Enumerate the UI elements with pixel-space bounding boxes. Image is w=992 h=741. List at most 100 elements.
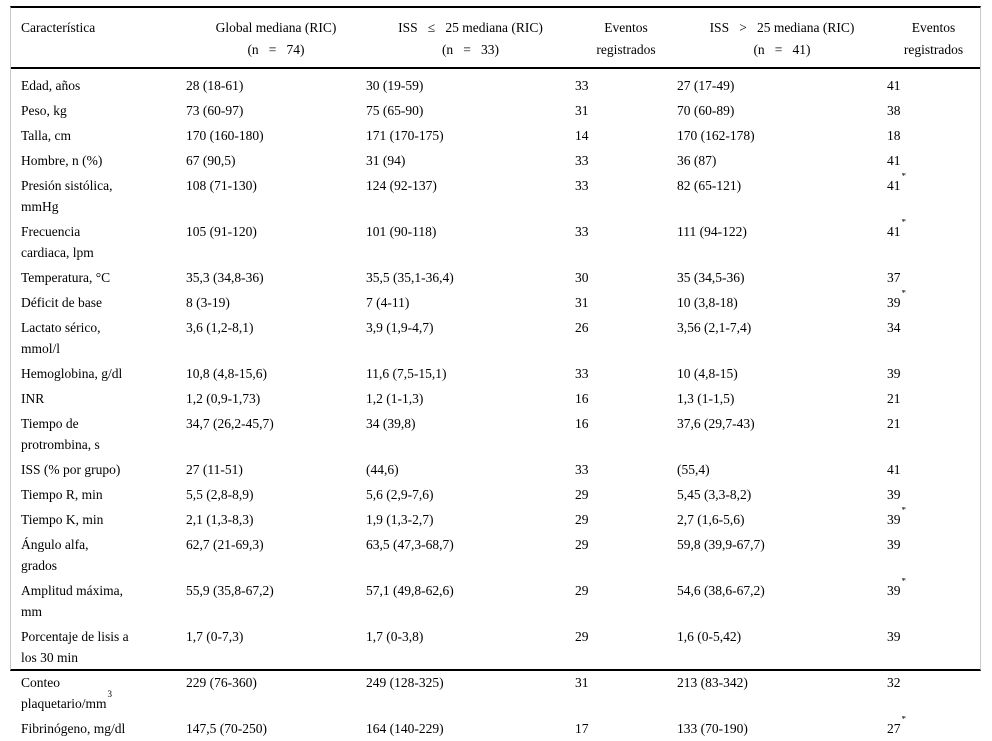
row-label-line: Hemoglobina, g/dl <box>21 366 123 381</box>
cell-iss_le25: 75 (65-90) <box>366 103 424 118</box>
cell-eventos2: 21 <box>887 391 901 406</box>
asterisk-footnote-marker: * <box>901 507 907 515</box>
cell-eventos2: 39* <box>887 578 980 624</box>
cell-iss_le25: 164 (140-229) <box>366 721 444 736</box>
cell-eventos2: 32 <box>887 675 901 690</box>
table-row: Talla, cm 170 (160-180) 171 (170-175) 14 170… <box>11 123 980 148</box>
table-row: Presión sistólica, mmHg 108 (71-130) 124 (9… <box>11 173 980 219</box>
header-line2: (n = 74) <box>247 42 305 57</box>
row-label-line: mmol/l <box>21 341 61 356</box>
cell-iss_gt25: 5,45 (3,3-8,2) <box>677 487 752 502</box>
header-line1: Eventos <box>911 20 956 35</box>
cell-iss_le25: 7 (4-11) <box>366 295 410 310</box>
cell-iss_le25: 1,2 (1-1,3) <box>366 391 424 406</box>
header-line2: (n = 33) <box>441 42 500 57</box>
cell-iss_le25: 3,9 (1,9-4,7) <box>366 320 434 335</box>
cell-label: Hombre, n (%) <box>11 148 186 173</box>
table-row: Tiempo R, min 5,5 (2,8-8,9) 5,6 (2,9-7,6) 2… <box>11 482 980 507</box>
row-label-line: mmHg <box>21 199 59 214</box>
row-label-line: Hombre, n (%) <box>21 153 103 168</box>
row-label-line: plaquetario/mm3 <box>21 688 112 711</box>
cell-iss_le25: 57,1 (49,8-62,6) <box>366 583 454 598</box>
cell-iss_le25: 101 (90-118) <box>366 224 437 239</box>
cell-iss_gt25: 213 (83-342) <box>677 675 748 690</box>
cell-label: Porcentaje de lisis a los 30 min <box>11 624 186 670</box>
cell-iss_gt25: 10 (3,8-18) <box>677 295 738 310</box>
row-label-line: cardiaca, lpm <box>21 245 94 260</box>
cell-iss_gt25: 70 (60-89) <box>677 103 735 118</box>
cell-label: Fibrinógeno, mg/dl <box>11 716 186 741</box>
cell-eventos2: 41* <box>887 173 980 219</box>
cell-eventos1: 26 <box>575 320 589 335</box>
table-row: Déficit de base 8 (3-19) 7 (4-11) 31 10 (3,8… <box>11 290 980 315</box>
row-label-line: Talla, cm <box>21 128 72 143</box>
cell-label: Frecuencia cardiaca, lpm <box>11 219 186 265</box>
row-label-line: Presión sistólica, <box>21 178 113 193</box>
cell-iss_gt25: 1,3 (1-1,5) <box>677 391 735 406</box>
table-header: Característica Global mediana (RIC) (n =… <box>11 8 980 69</box>
cell-global: 105 (91-120) <box>186 224 257 239</box>
cell-global: 170 (160-180) <box>186 128 264 143</box>
header-line1: Característica <box>21 20 96 35</box>
row-label-line: ISS (% por grupo) <box>21 462 121 477</box>
cell-global: 3,6 (1,2-8,1) <box>186 320 254 335</box>
cell-eventos1: 33 <box>575 462 589 477</box>
table-row: Porcentaje de lisis a los 30 min 1,7 (0-7,… <box>11 624 980 670</box>
cell-eventos2: 34 <box>887 320 901 335</box>
header-line1: Eventos <box>604 20 648 35</box>
table-row: INR 1,2 (0,9-1,73) 1,2 (1-1,3) 16 1,3 (1-1,5… <box>11 386 980 411</box>
cell-iss_gt25: 10 (4,8-15) <box>677 366 738 381</box>
cell-global: 62,7 (21-69,3) <box>186 537 264 552</box>
cell-eventos2: 21 <box>887 416 901 431</box>
table-row: Conteo plaquetario/mm3 229 (76-360) 249 (12… <box>11 670 980 716</box>
cell-iss_le25: 34 (39,8) <box>366 416 416 431</box>
cell-label: Ángulo alfa, grados <box>11 532 186 578</box>
cell-eventos2: 27* <box>887 716 980 741</box>
cell-eventos1: 29 <box>575 583 589 598</box>
row-label-line: Tiempo R, min <box>21 487 103 502</box>
row-label-line: Conteo <box>21 675 60 690</box>
cell-global: 35,3 (34,8-36) <box>186 270 264 285</box>
cell-iss_le25: 124 (92-137) <box>366 178 437 193</box>
cell-iss_le25: 1,9 (1,3-2,7) <box>366 512 434 527</box>
cell-iss_le25: 63,5 (47,3-68,7) <box>366 537 454 552</box>
row-label-line: grados <box>21 558 57 573</box>
row-label-line: Frecuencia <box>21 224 81 239</box>
cell-iss_gt25: 54,6 (38,6-67,2) <box>677 583 765 598</box>
cell-iss_le25: 11,6 (7,5-15,1) <box>366 366 447 381</box>
cell-label: Presión sistólica, mmHg <box>11 173 186 219</box>
header-line1: Global mediana (RIC) <box>215 20 337 35</box>
cell-eventos1: 33 <box>575 366 589 381</box>
cell-global: 1,2 (0,9-1,73) <box>186 391 261 406</box>
cell-global: 147,5 (70-250) <box>186 721 267 736</box>
cell-global: 229 (76-360) <box>186 675 257 690</box>
cell-eventos1: 17 <box>575 721 589 736</box>
cell-global: 67 (90,5) <box>186 153 236 168</box>
table-row: Edad, años 28 (18-61) 30 (19-59) 33 27 (17-4… <box>11 68 980 98</box>
cell-eventos1: 29 <box>575 512 589 527</box>
table-row: Tiempo K, min 2,1 (1,3-8,3) 1,9 (1,3-2,7) 2… <box>11 507 980 532</box>
cell-iss_gt25: 27 (17-49) <box>677 78 735 93</box>
asterisk-footnote-marker: * <box>901 173 907 181</box>
row-label-line: Porcentaje de lisis a <box>21 629 129 644</box>
table-row: ISS (% por grupo) 27 (11-51) (44,6) 33 (55,4… <box>11 457 980 482</box>
cell-eventos1: 29 <box>575 629 589 644</box>
cell-eventos2: 41* <box>887 219 980 265</box>
cell-global: 5,5 (2,8-8,9) <box>186 487 254 502</box>
cell-iss_gt25: 133 (70-190) <box>677 721 748 736</box>
table-row: Hombre, n (%) 67 (90,5) 31 (94) 33 36 (87) 41 <box>11 148 980 173</box>
cell-label: Tiempo K, min <box>11 507 186 532</box>
cell-iss_le25: 35,5 (35,1-36,4) <box>366 270 454 285</box>
cell-eventos1: 33 <box>575 178 589 193</box>
cell-eventos1: 29 <box>575 487 589 502</box>
cell-eventos2: 39* <box>887 290 980 315</box>
cell-label: Peso, kg <box>11 98 186 123</box>
cell-label: Talla, cm <box>11 123 186 148</box>
header-line1: ISS > 25 mediana (RIC) <box>709 20 855 35</box>
table-row: Hemoglobina, g/dl 10,8 (4,8-15,6) 11,6 (7,… <box>11 361 980 386</box>
table-row: Lactato sérico, mmol/l 3,6 (1,2-8,1) 3,9 (1… <box>11 315 980 361</box>
column-header-eventos-registrados-2: Eventos registrados <box>887 8 980 69</box>
asterisk-footnote-marker: * <box>901 578 907 586</box>
cell-label: ISS (% por grupo) <box>11 457 186 482</box>
row-label-line: INR <box>21 391 45 406</box>
